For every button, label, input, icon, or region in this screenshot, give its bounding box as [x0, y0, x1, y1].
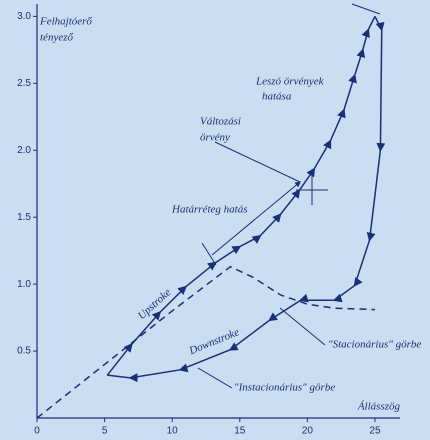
annotation: örvény	[200, 132, 230, 144]
x-tick-label: 5	[102, 426, 108, 437]
annotation: "Instacionárius" görbe	[234, 382, 335, 394]
x-tick-label: 0	[34, 426, 40, 437]
y-axis-title: Felhajtóerő	[39, 16, 92, 28]
series-line	[36, 265, 376, 419]
y-tick-label: 2.0	[17, 145, 31, 156]
y-axis-title: tényező	[40, 32, 73, 44]
annotation: Leszó örvények	[255, 76, 325, 88]
y-tick-label: 2.5	[17, 78, 31, 89]
bracket	[351, 3, 381, 15]
x-tick-label: 25	[369, 426, 381, 437]
y-tick-label: 1.5	[17, 212, 31, 223]
x-tick-label: 10	[167, 426, 179, 437]
y-tick-label: 1.0	[17, 279, 31, 290]
series-line	[107, 16, 386, 383]
x-tick-label: 15	[234, 426, 246, 437]
y-tick-label: 0.5	[17, 346, 31, 357]
x-tick-label: 20	[302, 426, 314, 437]
annotation: hatása	[262, 91, 292, 103]
annotation: Változási	[200, 116, 241, 128]
annotation: Határréteg hatás	[171, 204, 247, 216]
y-tick-label: 3.0	[17, 11, 31, 22]
series-label: "Stacionárius" görbe	[328, 339, 421, 351]
x-axis-title: Állásszög	[357, 401, 401, 413]
